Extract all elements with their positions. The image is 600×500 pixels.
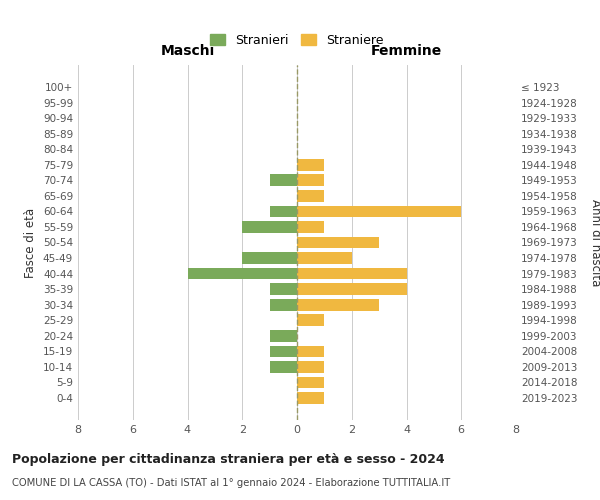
Y-axis label: Anni di nascita: Anni di nascita bbox=[589, 199, 600, 286]
Bar bbox=[269, 346, 297, 357]
Bar bbox=[269, 206, 297, 217]
Text: Femmine: Femmine bbox=[371, 44, 442, 58]
Bar bbox=[297, 206, 461, 217]
Bar bbox=[297, 174, 325, 186]
Bar bbox=[297, 268, 407, 280]
Bar bbox=[269, 361, 297, 373]
Bar bbox=[242, 221, 297, 233]
Bar bbox=[269, 299, 297, 310]
Bar bbox=[297, 346, 325, 357]
Bar bbox=[297, 221, 325, 233]
Bar bbox=[297, 314, 325, 326]
Bar bbox=[297, 392, 325, 404]
Text: COMUNE DI LA CASSA (TO) - Dati ISTAT al 1° gennaio 2024 - Elaborazione TUTTITALI: COMUNE DI LA CASSA (TO) - Dati ISTAT al … bbox=[12, 478, 450, 488]
Y-axis label: Fasce di età: Fasce di età bbox=[25, 208, 37, 278]
Bar bbox=[242, 252, 297, 264]
Bar bbox=[297, 252, 352, 264]
Legend: Stranieri, Straniere: Stranieri, Straniere bbox=[205, 28, 389, 52]
Bar bbox=[297, 284, 407, 295]
Bar bbox=[297, 376, 325, 388]
Bar bbox=[269, 330, 297, 342]
Bar bbox=[297, 361, 325, 373]
Bar bbox=[297, 299, 379, 310]
Bar bbox=[269, 284, 297, 295]
Text: Maschi: Maschi bbox=[160, 44, 215, 58]
Bar bbox=[297, 236, 379, 248]
Bar bbox=[297, 190, 325, 202]
Bar bbox=[269, 174, 297, 186]
Bar bbox=[297, 159, 325, 170]
Text: Popolazione per cittadinanza straniera per età e sesso - 2024: Popolazione per cittadinanza straniera p… bbox=[12, 452, 445, 466]
Bar bbox=[187, 268, 297, 280]
